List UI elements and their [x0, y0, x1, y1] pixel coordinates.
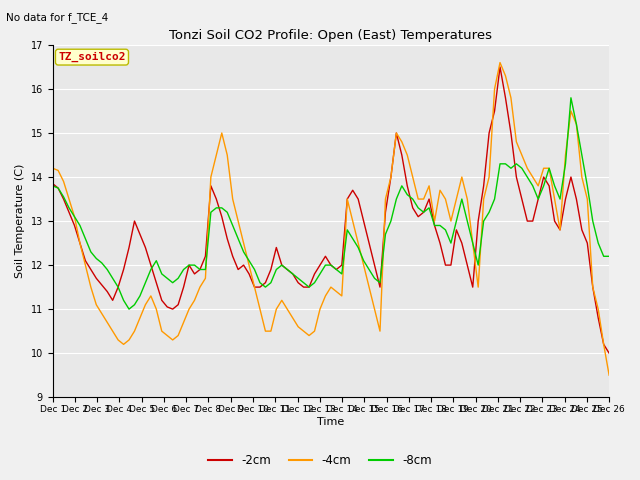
- Y-axis label: Soil Temperature (C): Soil Temperature (C): [15, 164, 25, 278]
- -2cm: [496, 64, 504, 70]
- -4cm: [556, 227, 564, 233]
- -2cm: [545, 183, 553, 189]
- -4cm: [573, 121, 580, 127]
- -2cm: [556, 227, 564, 233]
- -2cm: [371, 262, 378, 268]
- -4cm: [562, 152, 570, 158]
- -8cm: [125, 306, 133, 312]
- Line: -2cm: -2cm: [52, 67, 609, 353]
- -8cm: [562, 161, 570, 167]
- -4cm: [545, 165, 553, 171]
- -8cm: [556, 196, 564, 202]
- Title: Tonzi Soil CO2 Profile: Open (East) Temperatures: Tonzi Soil CO2 Profile: Open (East) Temp…: [170, 29, 492, 42]
- X-axis label: Time: Time: [317, 417, 344, 427]
- Text: TZ_soilco2: TZ_soilco2: [58, 52, 125, 62]
- -2cm: [605, 350, 613, 356]
- Line: -8cm: -8cm: [52, 98, 609, 309]
- -4cm: [202, 276, 209, 281]
- -2cm: [573, 196, 580, 202]
- -8cm: [207, 209, 214, 215]
- -8cm: [49, 183, 56, 189]
- Text: No data for f_TCE_4: No data for f_TCE_4: [6, 12, 109, 23]
- -4cm: [496, 60, 504, 65]
- -8cm: [567, 95, 575, 101]
- -8cm: [376, 280, 384, 286]
- -2cm: [562, 196, 570, 202]
- Legend: -2cm, -4cm, -8cm: -2cm, -4cm, -8cm: [204, 449, 436, 472]
- -4cm: [605, 372, 613, 378]
- Line: -4cm: -4cm: [52, 62, 609, 375]
- -8cm: [578, 152, 586, 158]
- -4cm: [49, 165, 56, 171]
- -2cm: [202, 253, 209, 259]
- -4cm: [371, 306, 378, 312]
- -2cm: [49, 181, 56, 187]
- -8cm: [605, 253, 613, 259]
- -8cm: [545, 165, 553, 171]
